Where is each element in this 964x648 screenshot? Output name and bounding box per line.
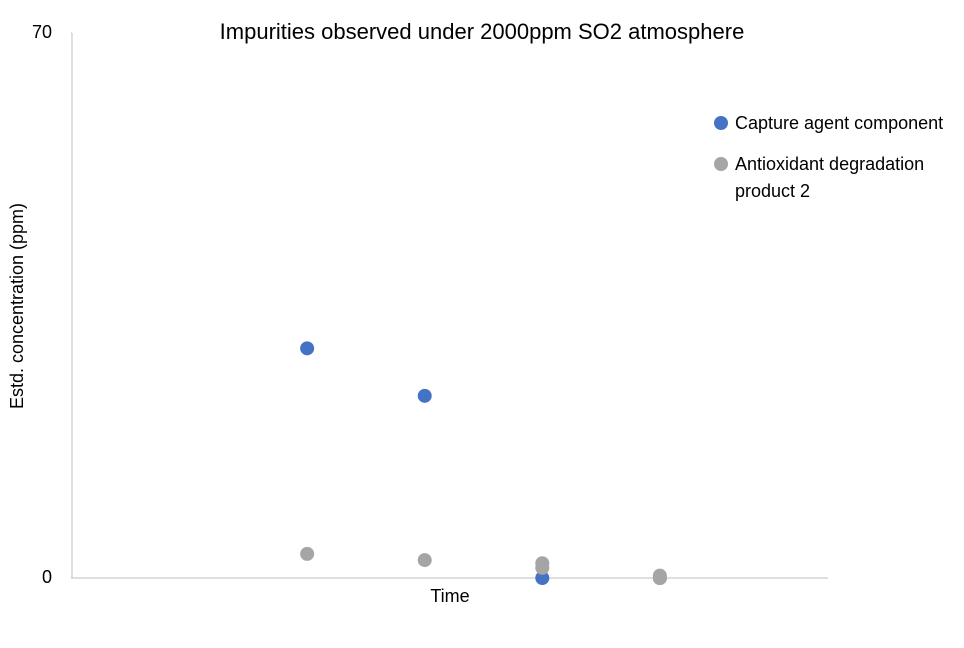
y-tick-label: 0: [42, 567, 52, 587]
legend-entry: Antioxidant degradation product 2: [714, 151, 959, 205]
point: [535, 571, 550, 585]
x-axis-label: Time: [430, 586, 469, 606]
legend-label: Capture agent component: [735, 113, 944, 133]
point: [535, 560, 550, 575]
legend-marker: [714, 157, 728, 171]
y-tick-label: 70: [32, 22, 52, 42]
point: [300, 546, 315, 561]
legend-marker: [714, 116, 728, 130]
legend-entry: Capture agent component: [714, 110, 959, 137]
point: [300, 341, 315, 356]
point: [652, 571, 667, 585]
legend: Capture agent component Antioxidant degra…: [714, 110, 959, 219]
chart-title: Impurities observed under 2000ppm SO2 at…: [220, 19, 745, 44]
point: [417, 553, 432, 568]
y-axis-label: Estd. concentration (ppm): [7, 203, 27, 409]
point: [417, 388, 432, 403]
legend-label: Antioxidant degradation product 2: [735, 154, 925, 201]
